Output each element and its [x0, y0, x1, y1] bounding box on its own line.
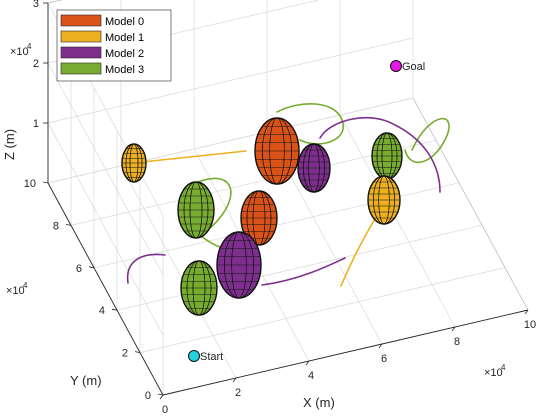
goal-label: Goal — [402, 61, 425, 73]
gridline-back-z — [47, 97, 414, 184]
ellipsoid-model-2 — [297, 143, 331, 193]
x-tick-label: 2 — [235, 387, 241, 399]
ellipsoid-longitude — [224, 231, 254, 299]
x-tick-label: 0 — [162, 404, 168, 416]
y-tick-mark — [42, 181, 49, 184]
gridline-floor-x — [339, 114, 456, 328]
gridline-back-z — [47, 0, 63, 4]
z-tick-label: 3 — [33, 0, 39, 10]
legend-swatch — [60, 62, 102, 75]
y-tick-label: 6 — [76, 263, 82, 275]
x-exponent: ×10 4 — [484, 363, 506, 379]
legend-label: Model 2 — [105, 48, 144, 60]
gridline-side-z — [47, 122, 164, 336]
top-edge — [47, 0, 63, 4]
z-exponent: ×10 4 — [10, 42, 32, 58]
z-exponent-base: ×10 — [10, 46, 29, 58]
z-tick-label: 2 — [33, 58, 39, 70]
ellipsoid-longitude — [303, 143, 325, 193]
x-tick-label: 8 — [454, 336, 460, 348]
y-tick-mark — [111, 308, 118, 311]
x-tick-mark — [305, 360, 310, 366]
legend-swatch — [60, 46, 102, 59]
gridline-floor-y — [139, 267, 506, 353]
z-axis-label: Z (m) — [2, 129, 17, 160]
x-tick-label: 4 — [308, 370, 314, 382]
y-exponent-power: 4 — [23, 281, 28, 290]
y-axis-line — [47, 182, 164, 396]
trajectory-model-1 — [132, 150, 247, 164]
trajectory-model-3 — [276, 103, 345, 145]
ellipsoid-model-0 — [254, 117, 300, 185]
trajectory-model-2 — [261, 257, 346, 286]
y-tick-mark — [65, 224, 72, 226]
ellipsoid-longitude — [373, 175, 395, 225]
legend-swatch — [60, 30, 102, 43]
floor-edge — [412, 97, 529, 311]
y-exponent-base: ×10 — [6, 285, 25, 297]
ellipsoid-model-3 — [371, 132, 403, 180]
ellipsoid-model-3 — [177, 181, 215, 239]
y-tick-label: 0 — [145, 390, 151, 402]
x-exponent-power: 4 — [501, 363, 506, 372]
x-axis-label: X (m) — [303, 395, 335, 410]
ellipsoid-longitude — [125, 143, 143, 183]
legend-swatch — [60, 14, 102, 27]
legend: Model 0 Model 1 Model 2 Model 3 — [56, 9, 172, 82]
ellipsoid-longitude — [246, 190, 272, 246]
ellipsoid-longitude — [186, 260, 212, 316]
x-axis-line — [162, 309, 529, 396]
legend-label: Model 0 — [105, 16, 144, 28]
y-tick-mark — [88, 266, 95, 269]
ellipsoid-model-3 — [180, 260, 218, 316]
ellipsoid-longitude — [262, 117, 292, 185]
x-tick-label: 10 — [524, 319, 536, 331]
marks-layer: Start Goal — [121, 60, 450, 363]
legend-label: Model 3 — [105, 64, 144, 76]
trajectory-model-2 — [126, 253, 166, 284]
y-exponent: ×10 4 — [6, 281, 28, 297]
ellipsoid-model-2 — [216, 231, 262, 299]
trajectory-model-1 — [340, 213, 379, 287]
legend-label: Model 1 — [105, 32, 144, 44]
y-tick-label: 2 — [122, 348, 128, 360]
gridline-floor-y — [116, 224, 483, 311]
goal-marker — [390, 60, 402, 72]
y-tick-mark — [134, 351, 141, 353]
trajectory-model-2 — [319, 116, 441, 193]
ellipsoid-longitude — [183, 181, 209, 239]
trajectory-model-3 — [404, 117, 450, 164]
x-tick-mark — [159, 394, 164, 400]
x-exponent-base: ×10 — [484, 367, 503, 379]
ellipsoid-model-1 — [367, 175, 401, 225]
x-tick-mark — [524, 309, 529, 315]
start-marker — [188, 350, 200, 362]
y-tick-label: 8 — [53, 220, 59, 232]
x-tick-mark — [232, 377, 237, 383]
y-tick-mark — [157, 393, 164, 396]
x-tick-mark — [378, 343, 383, 349]
gridline-side-z — [47, 62, 164, 276]
y-axis-label: Y (m) — [70, 373, 102, 388]
y-tick-label: 10 — [24, 178, 36, 190]
x-tick-label: 6 — [381, 353, 387, 365]
start-label: Start — [200, 351, 223, 363]
z-exponent-power: 4 — [27, 42, 32, 51]
ellipsoid-model-1 — [121, 143, 147, 183]
y-tick-label: 4 — [99, 305, 105, 317]
gridline-back-z — [47, 37, 414, 124]
z-tick-label: 1 — [33, 118, 39, 130]
x-tick-mark — [451, 326, 456, 332]
